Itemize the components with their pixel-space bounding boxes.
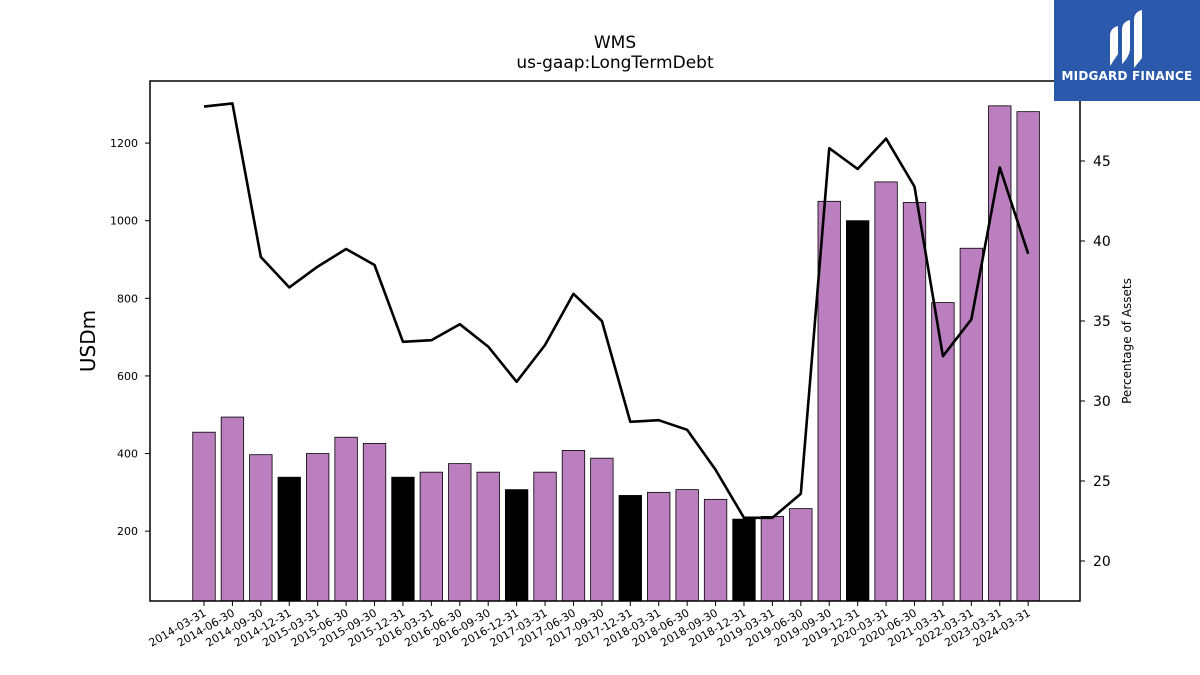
y-tick-label: 1000 <box>110 215 138 228</box>
bar-2018-09-30 <box>703 498 728 602</box>
y2-tick-label: 20 <box>1093 554 1111 570</box>
y-tick-label: 800 <box>117 292 138 305</box>
y2-tick-label: 45 <box>1093 154 1111 170</box>
bar-2023-03-31 <box>988 105 1012 602</box>
bar-2017-12-31 <box>618 495 642 602</box>
bar-2015-06-30 <box>334 436 358 602</box>
bar-2017-03-31 <box>533 471 557 602</box>
chart-title: WMS <box>594 33 636 53</box>
bar-2022-03-31 <box>959 247 983 602</box>
chart-subtitle: us-gaap:LongTermDebt <box>516 53 714 73</box>
bar-2017-06-30 <box>561 450 586 602</box>
y-axis-label: USDm <box>76 310 100 372</box>
y2-tick-label: 30 <box>1093 394 1111 410</box>
bar-2015-03-31 <box>306 453 330 602</box>
bars <box>192 105 1040 602</box>
logo-mark-icon <box>1110 10 1142 68</box>
bar-2024-03-31 <box>1016 111 1040 602</box>
bar-2016-03-31 <box>419 471 444 602</box>
brand-name: MIDGARD FINANCE <box>1061 69 1193 83</box>
brand-logo: MIDGARD FINANCE <box>1054 0 1200 101</box>
bar-2015-12-31 <box>391 476 415 602</box>
bar-2018-03-31 <box>647 491 671 602</box>
bar-2019-06-30 <box>789 508 813 602</box>
y2-tick-label: 40 <box>1093 234 1111 250</box>
bar-2017-09-30 <box>590 457 614 602</box>
bar-2016-06-30 <box>448 463 472 602</box>
bar-2016-09-30 <box>476 471 500 602</box>
bar-2014-09-30 <box>249 454 273 602</box>
plot-frame <box>149 80 1081 602</box>
bar-2018-06-30 <box>675 489 699 602</box>
bar-2014-12-31 <box>277 476 301 602</box>
bar-2020-06-30 <box>902 202 927 602</box>
y2-axis-label: Percentage of Assets <box>1120 278 1134 404</box>
y-tick-label: 1200 <box>110 137 138 150</box>
bar-2015-09-30 <box>362 443 387 602</box>
bar-2014-06-30 <box>220 416 245 602</box>
bar-2019-03-31 <box>760 516 785 602</box>
bar-2019-12-31 <box>846 220 870 602</box>
bar-2014-03-31 <box>192 431 216 602</box>
y2-tick-label: 35 <box>1093 314 1111 330</box>
percentage-line-layer <box>203 102 1030 520</box>
bar-2018-12-31 <box>732 518 756 602</box>
y-tick-label: 200 <box>117 525 138 538</box>
y-tick-label: 400 <box>117 448 138 461</box>
bar-2016-12-31 <box>504 489 529 602</box>
bar-2019-09-30 <box>817 200 841 602</box>
y-tick-label: 600 <box>117 370 138 383</box>
bar-2020-03-31 <box>874 181 898 602</box>
y2-tick-label: 25 <box>1093 474 1111 490</box>
percentage-of-assets-line <box>203 102 1030 520</box>
